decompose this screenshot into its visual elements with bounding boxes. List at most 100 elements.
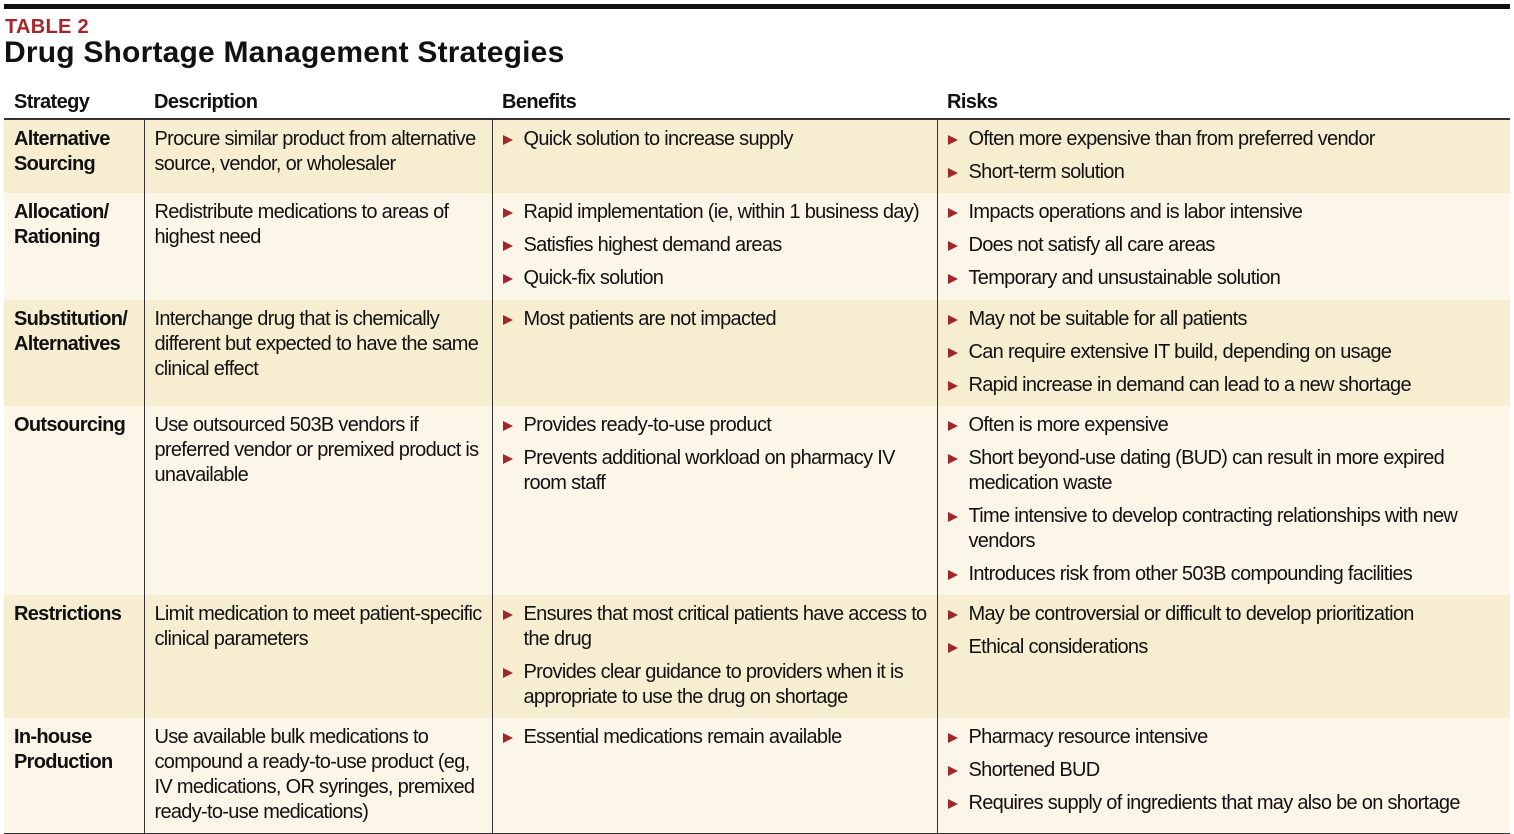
- bullet-text: Quick-fix solution: [523, 267, 664, 289]
- risk-item: May not be suitable for all patients: [947, 307, 1501, 332]
- header-strategy: Strategy: [4, 84, 144, 120]
- table-row: Outsourcing Use outsourced 503B vendors i…: [4, 406, 1510, 595]
- bullet-text: Provides ready-to-use product: [523, 414, 772, 436]
- benefit-item: Quick solution to increase supply: [502, 127, 927, 152]
- risk-item: Time intensive to develop contracting re…: [947, 504, 1501, 554]
- benefit-item: Most patients are not impacted: [502, 307, 927, 332]
- table-title: Drug Shortage Management Strategies: [4, 36, 565, 69]
- bullet-text: Temporary and unsustainable solution: [968, 267, 1281, 289]
- bullet-triangle-icon: [947, 799, 958, 809]
- risk-item: Temporary and unsustainable solution: [947, 266, 1501, 291]
- bullet-text: Rapid increase in demand can lead to a n…: [968, 374, 1412, 396]
- bullet-text: Essential medications remain available: [523, 726, 843, 748]
- header-row: Strategy Description Benefits Risks: [4, 84, 1510, 120]
- risks-cell: Often is more expensive Short beyond-use …: [936, 406, 1510, 595]
- bullet-triangle-icon: [947, 733, 958, 743]
- bullet-text: May not be suitable for all patients: [968, 308, 1248, 330]
- bullet-triangle-icon: [947, 454, 958, 464]
- table-label: TABLE 2: [5, 16, 89, 38]
- risk-item: Pharmacy resource intensive: [947, 725, 1501, 750]
- bullet-triangle-icon: [502, 610, 513, 620]
- risk-item: Ethical considerations: [947, 635, 1501, 660]
- risk-item: Short-term solution: [947, 160, 1501, 185]
- bullet-text: Satisfies highest demand areas: [523, 234, 783, 256]
- bullet-triangle-icon: [502, 135, 513, 145]
- bullet-triangle-icon: [502, 733, 513, 743]
- description-cell: Procure similar product from alternative…: [143, 119, 492, 193]
- table-row: Substitution/ Alternatives Interchange dr…: [4, 300, 1510, 406]
- bullet-triangle-icon: [947, 421, 958, 431]
- description-cell: Interchange drug that is chemically diff…: [143, 300, 492, 406]
- bullet-text: May be controversial or difficult to dev…: [968, 603, 1415, 625]
- bullet-triangle-icon: [502, 241, 513, 251]
- table-row: Alternative Sourcing Procure similar prod…: [4, 119, 1510, 193]
- bullet-text: Quick solution to increase supply: [523, 128, 794, 150]
- risks-cell: May be controversial or difficult to dev…: [936, 595, 1510, 718]
- strategy-cell: Allocation/ Rationing: [4, 193, 144, 300]
- bullet-triangle-icon: [502, 315, 513, 325]
- bullet-text: Can require extensive IT build, dependin…: [968, 341, 1392, 363]
- bullet-triangle-icon: [947, 315, 958, 325]
- bullet-triangle-icon: [947, 381, 958, 391]
- table-row: In-house Production Use available bulk me…: [4, 718, 1510, 834]
- bullet-text: Rapid implementation (ie, within 1 busin…: [523, 201, 920, 223]
- table-row: Restrictions Limit medication to meet pat…: [4, 595, 1510, 718]
- benefits-cell: Rapid implementation (ie, within 1 busin…: [491, 193, 937, 300]
- risk-item: Introduces risk from other 503B compound…: [947, 562, 1501, 587]
- bullet-text: Often is more expensive: [968, 414, 1169, 436]
- strategy-cell: Outsourcing: [4, 406, 144, 595]
- bullet-text: Time intensive to develop contracting re…: [968, 505, 1458, 552]
- risks-cell: Pharmacy resource intensive Shortened BUD…: [936, 718, 1510, 834]
- benefits-cell: Essential medications remain available: [491, 718, 937, 834]
- bullet-text: Pharmacy resource intensive: [968, 726, 1209, 748]
- bullet-triangle-icon: [947, 241, 958, 251]
- risk-item: Does not satisfy all care areas: [947, 233, 1501, 258]
- bullet-text: Often more expensive than from preferred…: [968, 128, 1376, 150]
- bullet-text: Requires supply of ingredients that may …: [968, 792, 1461, 814]
- benefits-cell: Most patients are not impacted: [491, 300, 937, 406]
- header-risks: Risks: [937, 84, 1510, 120]
- risk-item: Shortened BUD: [947, 758, 1501, 783]
- risk-item: Often is more expensive: [947, 413, 1501, 438]
- bullet-triangle-icon: [947, 610, 958, 620]
- benefit-item: Ensures that most critical patients have…: [502, 602, 928, 652]
- bullet-triangle-icon: [502, 454, 513, 464]
- risk-item: Short beyond-use dating (BUD) can result…: [947, 446, 1501, 496]
- bullet-text: Short-term solution: [968, 161, 1125, 183]
- risk-item: Requires supply of ingredients that may …: [947, 791, 1501, 816]
- risk-item: Often more expensive than from preferred…: [947, 127, 1501, 152]
- risk-item: Impacts operations and is labor intensiv…: [947, 200, 1501, 225]
- strategy-cell: Substitution/ Alternatives: [4, 300, 144, 406]
- bullet-text: Shortened BUD: [968, 759, 1101, 781]
- benefit-item: Rapid implementation (ie, within 1 busin…: [502, 200, 927, 225]
- bullet-triangle-icon: [947, 512, 958, 522]
- bullet-triangle-icon: [947, 348, 958, 358]
- risk-item: May be controversial or difficult to dev…: [947, 602, 1501, 627]
- bullet-triangle-icon: [502, 421, 513, 431]
- bullet-text: Does not satisfy all care areas: [968, 234, 1216, 256]
- benefit-item: Provides ready-to-use product: [502, 413, 927, 438]
- risks-cell: Often more expensive than from preferred…: [936, 119, 1510, 193]
- bullet-triangle-icon: [947, 168, 958, 178]
- bullet-text: Prevents additional workload on pharmacy…: [523, 447, 896, 494]
- bullet-triangle-icon: [947, 643, 958, 653]
- bullet-text: Provides clear guidance to providers whe…: [523, 661, 904, 708]
- benefit-item: Prevents additional workload on pharmacy…: [502, 446, 927, 496]
- description-cell: Redistribute medications to areas of hig…: [143, 193, 492, 300]
- benefits-cell: Ensures that most critical patients have…: [491, 595, 937, 718]
- benefit-item: Provides clear guidance to providers whe…: [502, 660, 927, 710]
- strategies-table: Strategy Description Benefits Risks Alte…: [4, 84, 1510, 834]
- bullet-text: Ethical considerations: [968, 636, 1149, 658]
- benefits-cell: Provides ready-to-use product Prevents ad…: [491, 406, 937, 595]
- bullet-triangle-icon: [947, 766, 958, 776]
- description-cell: Use available bulk medications to compou…: [143, 718, 492, 834]
- bullet-triangle-icon: [947, 135, 958, 145]
- header-benefits: Benefits: [492, 84, 937, 120]
- bullet-triangle-icon: [947, 570, 958, 580]
- bullet-triangle-icon: [502, 274, 513, 284]
- bullet-triangle-icon: [502, 668, 513, 678]
- bullet-text: Ensures that most critical patients have…: [523, 603, 928, 650]
- description-cell: Limit medication to meet patient-specifi…: [143, 595, 492, 718]
- risk-item: Can require extensive IT build, dependin…: [947, 340, 1501, 365]
- bullet-text: Impacts operations and is labor intensiv…: [968, 201, 1303, 223]
